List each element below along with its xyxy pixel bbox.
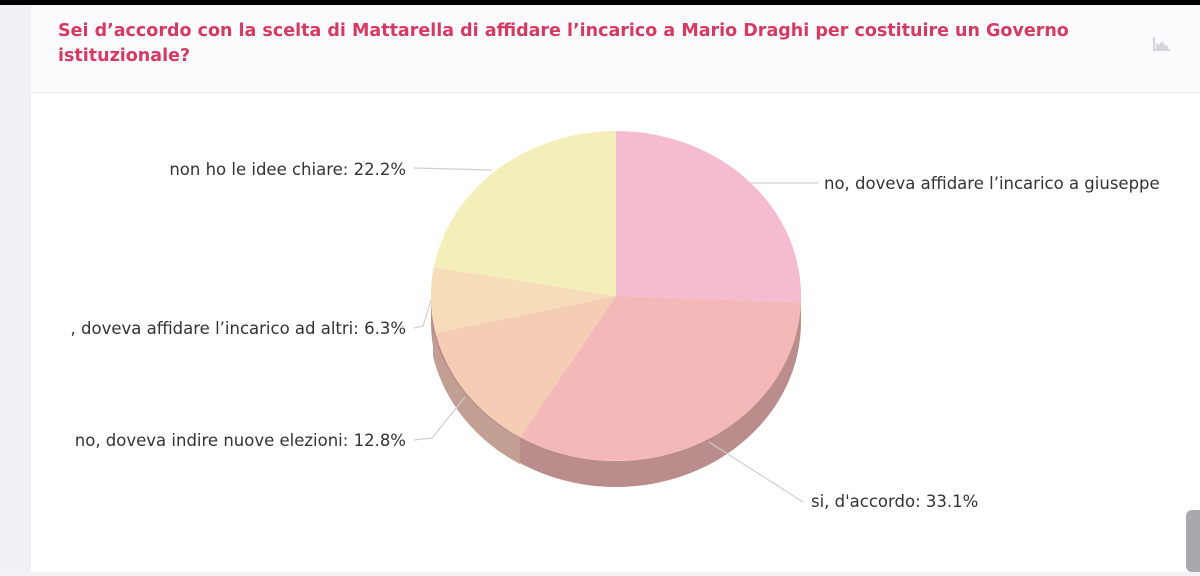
slice-elezioni[interactable] xyxy=(435,296,617,437)
label-altri: , doveva affidare l’incarico ad altri: 6… xyxy=(71,319,406,338)
slice-giuseppe[interactable] xyxy=(616,131,802,303)
chart-icon[interactable] xyxy=(1153,37,1171,51)
pie-side-left xyxy=(433,330,520,464)
label-idee: non ho le idee chiare: 22.2% xyxy=(169,160,406,179)
label-si: si, d'accordo: 33.1% xyxy=(811,492,978,511)
left-gutter xyxy=(0,5,32,572)
chart-title: Sei d’accordo con la scelta di Mattarell… xyxy=(58,21,1069,66)
card-header: Sei d’accordo con la scelta di Mattarell… xyxy=(31,5,1200,93)
label-elezioni: no, doveva indire nuove elezioni: 12.8% xyxy=(75,431,406,450)
label-giuseppe: no, doveva affidare l’incarico a giusepp… xyxy=(824,174,1160,193)
slice-idee[interactable] xyxy=(433,131,616,296)
slice-altri[interactable] xyxy=(430,267,616,333)
top-bar xyxy=(0,0,1200,5)
connector-altri xyxy=(413,299,432,329)
pie-side xyxy=(431,296,801,487)
chart-card: Sei d’accordo con la scelta di Mattarell… xyxy=(31,5,1200,572)
pie-chart-svg: no, doveva affidare l’incarico a giusepp… xyxy=(71,131,1160,511)
slice-si[interactable] xyxy=(520,296,801,461)
connector-idee xyxy=(413,167,493,171)
connector-elezioni xyxy=(413,396,466,441)
pie-chart: no, doveva affidare l’incarico a giusepp… xyxy=(31,93,1200,572)
connector-si xyxy=(708,441,804,503)
scrollbar-thumb[interactable] xyxy=(1186,510,1200,572)
